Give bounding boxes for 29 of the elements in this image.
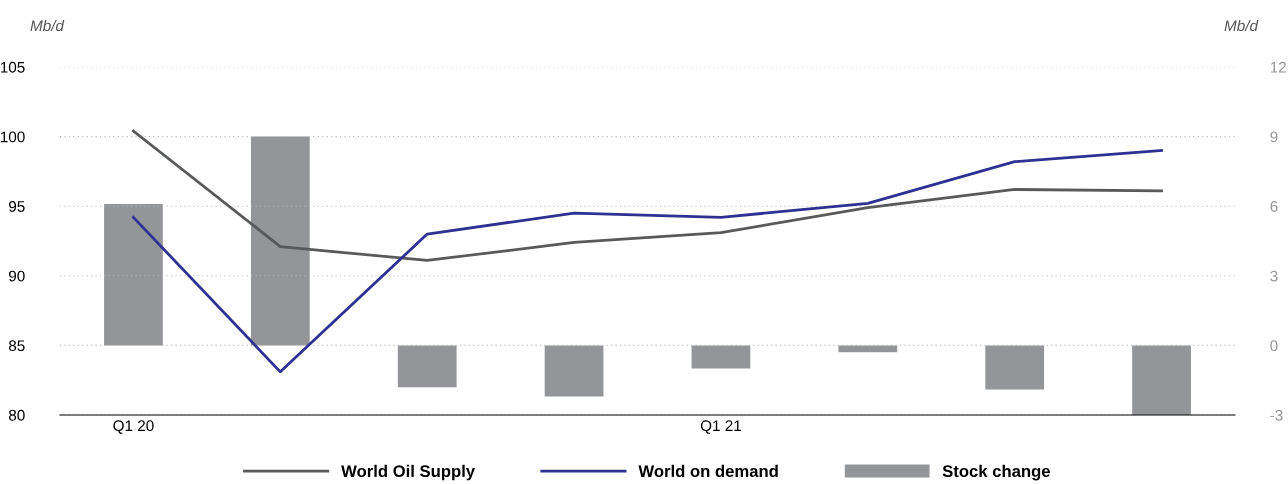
legend-label: Stock change	[942, 464, 1050, 481]
bar	[250, 136, 310, 346]
y2-tick-label: 0	[1270, 340, 1278, 352]
y-tick-label: 80	[8, 409, 25, 421]
legend-label: World on demand	[638, 464, 778, 478]
bar	[985, 345, 1045, 390]
y2-tick-label: 9	[1270, 131, 1278, 143]
y-axis-title: Mb/d	[30, 19, 65, 32]
bar	[1132, 345, 1191, 415]
x-tick-label: Q1 20	[113, 420, 154, 434]
y-tick-label: 95	[9, 201, 25, 212]
bar	[104, 203, 163, 346]
y2-tick-label: 12	[1270, 61, 1286, 73]
y2-tick-label: 6	[1270, 201, 1278, 212]
y2-axis-title: Mb/d	[1224, 19, 1259, 32]
y-tick-label: 85	[8, 340, 25, 352]
bar	[691, 345, 751, 369]
x-tick-label: Q1 21	[700, 420, 741, 434]
bar	[544, 345, 604, 397]
bar	[838, 345, 898, 353]
bar	[397, 345, 457, 388]
y-tick-label: 100	[0, 131, 25, 143]
legend-label: World Oil Supply	[341, 464, 475, 481]
line-series	[132, 149, 1163, 374]
line-series	[132, 129, 1163, 262]
y2-tick-label: -3	[1270, 409, 1283, 421]
y2-tick-label: 3	[1270, 270, 1278, 282]
y-tick-label: 90	[9, 270, 25, 282]
y-tick-label: 105	[0, 61, 25, 73]
